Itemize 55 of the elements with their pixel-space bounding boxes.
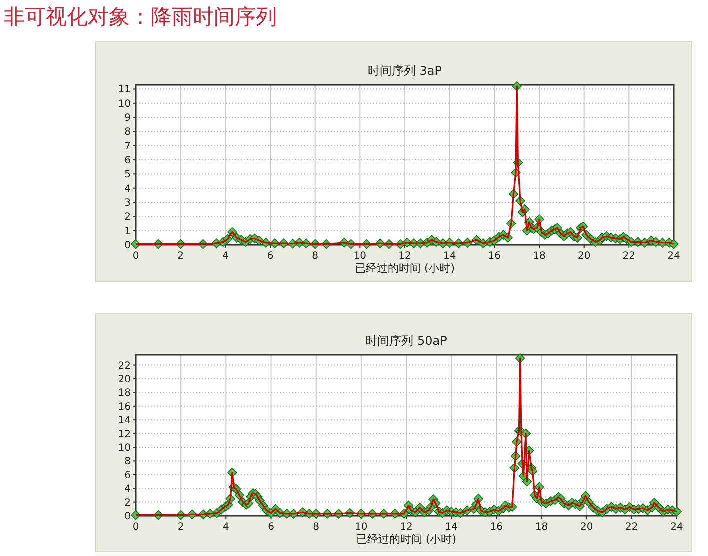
y-tick-label: 1 (124, 226, 131, 238)
x-tick-label: 12 (400, 522, 413, 533)
y-tick-label: 6 (124, 470, 131, 482)
y-tick-label: 16 (118, 402, 131, 413)
y-tick-label: 2 (124, 212, 131, 224)
y-tick-label: 12 (118, 429, 131, 440)
x-tick-label: 6 (268, 522, 274, 533)
y-tick-label: 3 (124, 198, 131, 210)
y-tick-label: 8 (124, 127, 131, 138)
x-tick-label: 6 (267, 251, 274, 262)
x-tick-label: 12 (398, 251, 412, 262)
y-tick-label: 8 (124, 456, 131, 468)
x-tick-label: 4 (222, 251, 229, 262)
x-tick-label: 8 (313, 522, 320, 533)
x-tick-label: 20 (580, 522, 594, 533)
y-tick-label: 0 (124, 512, 131, 522)
x-tick-label: 0 (132, 522, 140, 533)
y-tick-label: 10 (118, 98, 131, 110)
x-tick-label: 0 (132, 251, 140, 262)
y-tick-label: 11 (118, 84, 131, 96)
y-tick-label: 6 (124, 156, 131, 167)
y-tick-label: 4 (124, 484, 131, 496)
x-tick-label: 2 (178, 522, 184, 533)
x-tick-label: 8 (312, 251, 319, 262)
x-tick-label: 24 (668, 251, 680, 262)
y-tick-label: 20 (118, 374, 131, 386)
x-tick-label: 16 (490, 522, 504, 533)
x-tick-label: 14 (445, 522, 458, 533)
x-tick-label: 10 (354, 251, 367, 262)
x-tick-label: 20 (578, 251, 591, 262)
x-tick-label: 18 (535, 522, 548, 533)
y-tick-label: 2 (124, 498, 131, 509)
x-axis-title: 已经过的时间 (小时) (354, 262, 456, 275)
x-tick-label: 16 (488, 251, 502, 262)
y-tick-label: 22 (118, 360, 131, 372)
x-tick-label: 22 (626, 522, 638, 533)
y-tick-label: 5 (124, 170, 131, 181)
x-tick-label: 4 (222, 522, 230, 533)
y-tick-label: 10 (118, 442, 131, 454)
x-tick-label: 22 (622, 251, 636, 262)
chart-title: 时间序列 3aP (368, 64, 442, 78)
x-axis-title: 已经过的时间 (小时) (356, 533, 457, 546)
chart-title: 时间序列 50aP (366, 334, 448, 348)
x-tick-label: 10 (355, 522, 368, 533)
x-tick-label: 2 (178, 251, 184, 262)
x-tick-label: 24 (670, 522, 684, 533)
y-tick-label: 14 (118, 416, 131, 427)
y-tick-label: 7 (124, 141, 131, 152)
x-tick-label: 18 (533, 251, 546, 262)
y-tick-label: 18 (118, 388, 131, 400)
y-tick-label: 9 (124, 113, 131, 124)
y-tick-label: 4 (124, 184, 131, 195)
y-tick-label: 0 (124, 240, 131, 252)
text: 非可视化对象：降雨时间序列 (4, 5, 277, 29)
x-tick-label: 14 (443, 251, 456, 262)
